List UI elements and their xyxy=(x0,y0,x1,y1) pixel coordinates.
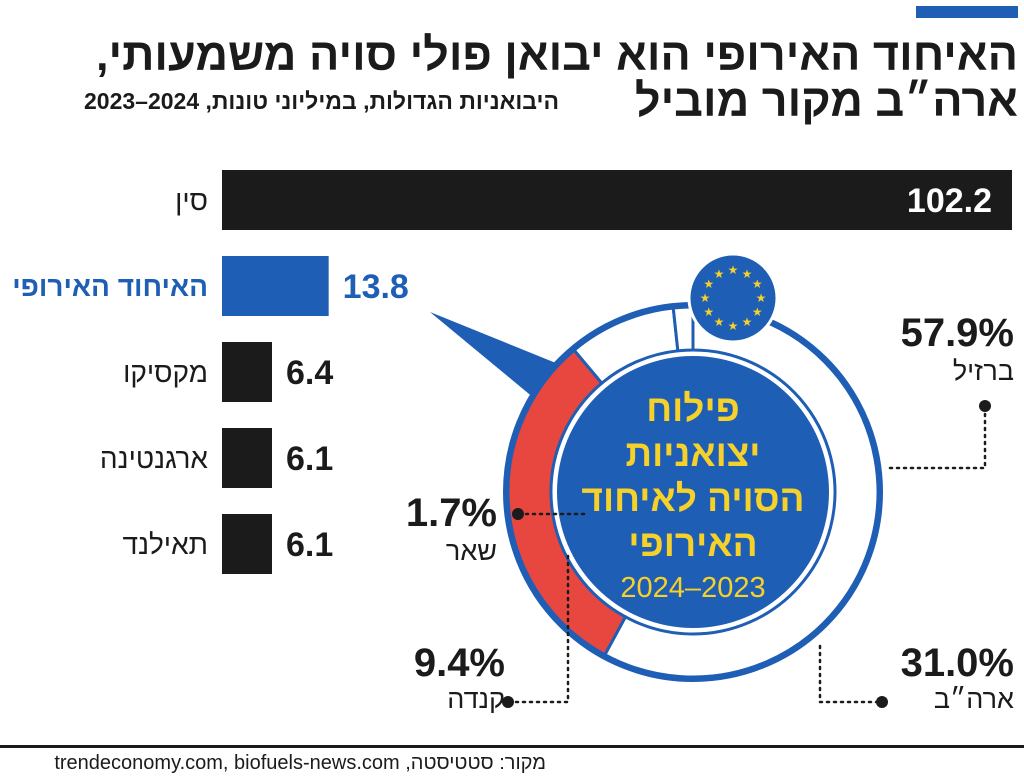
donut-category-label: שאר xyxy=(446,536,497,566)
eu-star-icon: ★ xyxy=(756,291,767,305)
eu-star-icon: ★ xyxy=(742,267,753,281)
bar-4 xyxy=(222,514,272,574)
bar-chart: 102.2 סין 13.8 האיחוד האירופי 6.4 מקסיקו 6.1 אר… xyxy=(12,170,1012,574)
leader-dot-us xyxy=(876,696,888,708)
eu-star-icon: ★ xyxy=(742,315,753,329)
eu-star-icon: ★ xyxy=(703,305,714,319)
bar-value-label: 13.8 xyxy=(343,268,409,306)
donut-center-text: יצואניות xyxy=(626,433,761,474)
donut-category-label: קנדה xyxy=(447,684,505,714)
bar-1 xyxy=(222,256,329,316)
donut-center-disc xyxy=(557,356,829,628)
bar-category-label: תאילנד xyxy=(123,529,208,560)
donut-center-text: הסויה לאיחוד xyxy=(581,478,804,519)
eu-star-icon: ★ xyxy=(728,319,739,333)
bar-value-label: 6.4 xyxy=(286,354,333,392)
donut-category-label: ברזיל xyxy=(953,356,1014,386)
donut-value-label: 9.4% xyxy=(414,641,505,685)
leader-line-canada xyxy=(508,554,570,704)
eu-star-icon: ★ xyxy=(728,263,739,277)
bar-category-label: סין xyxy=(175,185,208,216)
donut-center-text: פילוח xyxy=(646,388,740,429)
bar-3 xyxy=(222,428,272,488)
donut-center-text: האירופי xyxy=(628,523,757,564)
leader-line-us xyxy=(818,644,882,704)
footer-rule xyxy=(0,745,1024,748)
donut-slice-3 xyxy=(671,305,695,353)
donut-value-label: 31.0% xyxy=(901,641,1014,685)
donut-center-text: 2024–2023 xyxy=(620,572,765,604)
leader-dot-brazil xyxy=(979,400,991,412)
title-line-2: ארה״ב מקור מוביל xyxy=(634,75,1018,126)
bar-value-label: 6.1 xyxy=(286,440,333,478)
donut-slice-0 xyxy=(602,305,880,679)
eu-star-icon: ★ xyxy=(714,267,725,281)
leader-dot-canada xyxy=(502,696,514,708)
donut-value-label: 57.9% xyxy=(901,311,1014,355)
bar-value-label: 6.1 xyxy=(286,526,333,564)
eu-star-icon: ★ xyxy=(714,315,725,329)
eu-star-icon: ★ xyxy=(752,305,763,319)
eu-star-icon: ★ xyxy=(703,277,714,291)
bar-2 xyxy=(222,342,272,402)
bar-value-label: 102.2 xyxy=(907,182,992,220)
eu-star-icon: ★ xyxy=(752,277,763,291)
chart-canvas: 102.2 סין 13.8 האיחוד האירופי 6.4 מקסיקו 6.1 אר… xyxy=(12,170,1014,714)
leader-line-brazil xyxy=(888,406,987,470)
subtitle: היבואניות הגדולות, במיליוני טונות, 2024–… xyxy=(84,88,560,114)
accent-bar xyxy=(916,6,1018,18)
bar-0 xyxy=(222,170,1012,230)
donut-value-label: 1.7% xyxy=(406,491,497,535)
eu-flag-icon xyxy=(687,252,779,344)
donut-category-label: ארה״ב xyxy=(934,684,1014,714)
eu-star-icon: ★ xyxy=(700,291,711,305)
bar-category-label: ארגנטינה xyxy=(100,443,208,474)
bar-category-label: האיחוד האירופי xyxy=(12,271,208,302)
bar-category-label: מקסיקו xyxy=(123,357,208,388)
title-line-1: האיחוד האירופי הוא יבואן פולי סויה משמעו… xyxy=(96,29,1018,80)
source-credit: מקור: סטטיסטה, trendeconomy.com, biofuel… xyxy=(54,752,546,774)
leader-dot-other xyxy=(512,508,524,520)
